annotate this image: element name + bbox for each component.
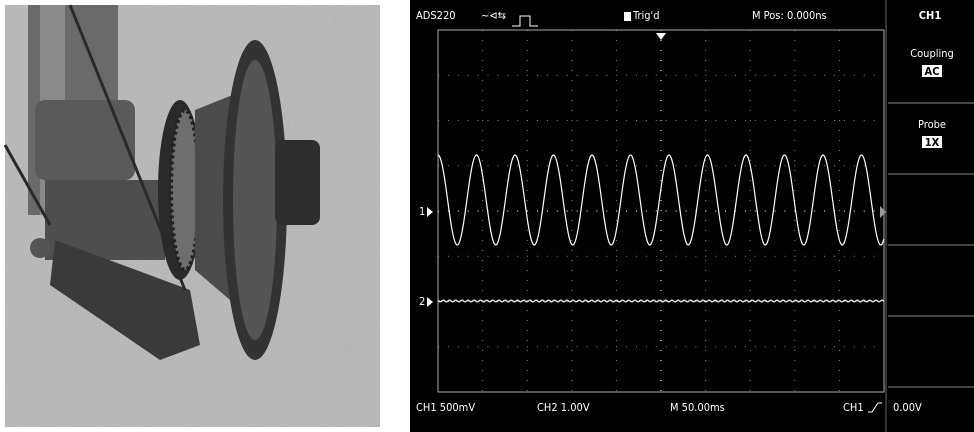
ch1-marker: 1	[419, 205, 425, 218]
menu-title: CH1	[919, 9, 942, 22]
photo	[5, 5, 380, 427]
trigger-source: CH1	[843, 401, 864, 414]
trigger-status: Trig'd	[632, 9, 660, 22]
menu-label: Probe	[918, 118, 946, 131]
icons: ~⊲⇆	[481, 9, 506, 22]
ch1-scale: CH1 500mV	[416, 401, 475, 414]
menu-value: AC	[925, 65, 940, 78]
model: ADS220	[416, 9, 456, 22]
ch2-marker: 2	[419, 295, 425, 308]
trigger-level: 0.00V	[893, 401, 922, 414]
oscilloscope: ADS220 ~⊲⇆ Trig'd M Pos: 0.000ns CH1 1 2…	[410, 0, 974, 432]
menu-value: 1X	[925, 136, 940, 149]
timebase: M 50.00ms	[670, 401, 725, 414]
ch2-scale: CH2 1.00V	[537, 401, 590, 414]
menu-label: Coupling	[910, 47, 954, 60]
figure: ADS220 ~⊲⇆ Trig'd M Pos: 0.000ns CH1 1 2…	[0, 0, 974, 432]
position: M Pos: 0.000ns	[752, 9, 827, 22]
canvas: ADS220 ~⊲⇆ Trig'd M Pos: 0.000ns CH1 1 2…	[0, 0, 974, 432]
